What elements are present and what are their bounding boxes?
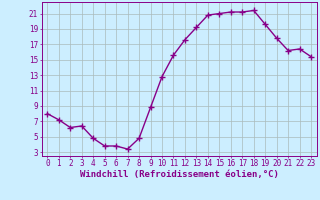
X-axis label: Windchill (Refroidissement éolien,°C): Windchill (Refroidissement éolien,°C) [80,170,279,179]
